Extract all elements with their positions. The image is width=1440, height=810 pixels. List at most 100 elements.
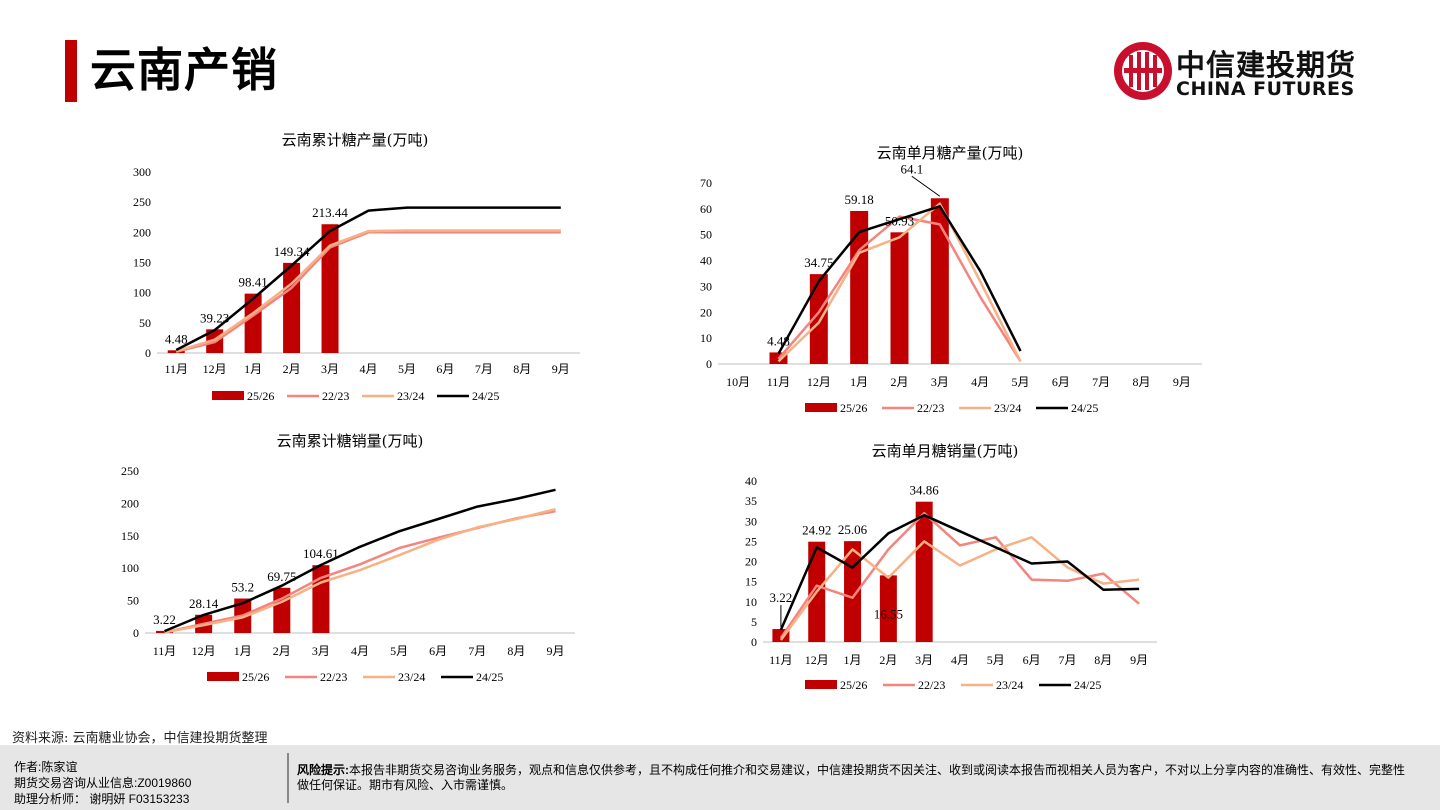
y-tick-label: 150	[121, 529, 139, 543]
bar-value-label: 53.2	[231, 580, 254, 595]
bar-value-label: 25.06	[838, 522, 868, 537]
x-tick-label: 1月	[850, 375, 868, 389]
x-tick-label: 6月	[429, 644, 447, 658]
x-tick-label: 1月	[234, 644, 252, 658]
y-tick-label: 25	[745, 534, 757, 548]
chart-svg: 云南单月糖销量(万吨) 0 5 10 15 20 25 30 35 40 11月 12月 1月 2月 3月 4…	[745, 442, 1157, 692]
x-tick-label: 7月	[1058, 653, 1076, 667]
bar-value-label: 213.44	[312, 205, 348, 220]
x-tick-label: 9月	[1173, 375, 1191, 389]
x-tick-label: 4月	[951, 653, 969, 667]
x-tick-label: 2月	[273, 644, 291, 658]
x-tick-label: 10月	[726, 375, 750, 389]
y-tick-label: 70	[700, 176, 712, 190]
x-tick-label: 8月	[507, 644, 525, 658]
legend-swatch	[805, 403, 837, 412]
bar	[850, 210, 869, 364]
x-tick-label: 3月	[915, 653, 933, 667]
chart-monthly-sales: 云南单月糖销量(万吨) 0 5 10 15 20 25 30 35 40 11月 12月 1月 2月 3月 4…	[720, 438, 1170, 700]
y-tick-label: 0	[133, 626, 139, 640]
legend-label: 24/25	[476, 670, 503, 684]
x-tick-label: 1月	[244, 362, 262, 376]
x-tick-label: 2月	[283, 362, 301, 376]
chart-svg: 云南累计糖销量(万吨) 0 50 100 150 200 250 11月 12月 1月 2月 3月 4月…	[121, 432, 575, 684]
x-tick-label: 9月	[1130, 653, 1148, 667]
y-tick-label: 50	[139, 316, 151, 330]
x-tick-label: 4月	[351, 644, 369, 658]
y-tick-label: 200	[121, 496, 139, 510]
chart-cumulative-sales: 云南累计糖销量(万吨) 0 50 100 150 200 250 11月 12月 1月 2月 3月 4月…	[115, 428, 585, 693]
y-tick-label: 35	[745, 494, 757, 508]
x-tick-label: 12月	[192, 644, 216, 658]
bar	[930, 198, 949, 364]
x-tick-label: 11月	[767, 375, 791, 389]
logo: 中信建投期货 CHINA FUTURES	[1112, 40, 1412, 102]
legend-label: 24/25	[1074, 678, 1101, 692]
bar-value-label: 24.92	[802, 523, 831, 538]
legend-label: 23/24	[397, 389, 424, 403]
y-tick-label: 10	[745, 595, 757, 609]
y-tick-label: 40	[745, 474, 757, 488]
bar-value-label: 28.14	[189, 596, 219, 611]
x-tick-label: 12月	[203, 362, 227, 376]
series-line	[164, 507, 556, 634]
legend-label: 25/26	[247, 389, 274, 403]
legend-label: 22/23	[322, 389, 349, 403]
x-tick-label: 6月	[1052, 375, 1070, 389]
bar	[809, 274, 828, 364]
x-tick-label: 2月	[890, 375, 908, 389]
x-tick-label: 6月	[436, 362, 454, 376]
x-tick-label: 9月	[546, 644, 564, 658]
source-note: 资料来源: 云南糖业协会，中信建投期货整理	[12, 731, 268, 746]
x-tick-label: 1月	[844, 653, 862, 667]
footer-divider	[287, 753, 289, 803]
risk-label: 风险提示:	[297, 763, 349, 777]
footer: 作者:陈家谊 期货交易咨询从业信息:Z0019860 助理分析师： 谢明妍 F0…	[0, 745, 1440, 810]
y-tick-label: 5	[751, 615, 757, 629]
x-tick-label: 3月	[931, 375, 949, 389]
bar-value-label: 3.22	[770, 590, 793, 605]
series-line	[779, 536, 1140, 641]
legend-swatch	[212, 391, 244, 400]
bar-value-label: 34.75	[804, 255, 833, 270]
x-tick-label: 8月	[1132, 375, 1150, 389]
y-tick-label: 30	[745, 514, 757, 528]
x-tick-label: 11月	[769, 653, 793, 667]
legend-label: 24/25	[472, 389, 499, 403]
y-tick-label: 40	[700, 254, 712, 268]
x-tick-label: 11月	[153, 644, 177, 658]
author: 作者:陈家谊	[14, 760, 78, 774]
y-tick-label: 0	[706, 357, 712, 371]
x-tick-label: 5月	[390, 644, 408, 658]
x-tick-label: 4月	[359, 362, 377, 376]
x-tick-label: 5月	[1011, 375, 1029, 389]
bar-value-label: 50.93	[885, 213, 914, 228]
x-tick-label: 3月	[312, 644, 330, 658]
chart-title: 云南累计糖产量(万吨)	[282, 131, 429, 149]
bar-value-label: 16.55	[874, 606, 903, 621]
author-info: 作者:陈家谊 期货交易咨询从业信息:Z0019860 助理分析师： 谢明妍 F0…	[14, 759, 191, 807]
x-tick-label: 5月	[987, 653, 1005, 667]
legend-label: 25/26	[840, 401, 867, 415]
x-tick-label: 11月	[164, 362, 188, 376]
legend-label: 22/23	[918, 678, 945, 692]
bar-value-label: 149.34	[274, 244, 310, 259]
bar	[915, 501, 933, 642]
chart-title: 云南单月糖产量(万吨)	[877, 144, 1024, 162]
legend-label: 23/24	[996, 678, 1023, 692]
bar	[879, 575, 897, 642]
x-tick-label: 5月	[398, 362, 416, 376]
bar	[321, 224, 339, 353]
legend-label: 25/26	[840, 678, 867, 692]
x-tick-label: 3月	[321, 362, 339, 376]
chart-title: 云南单月糖销量(万吨)	[872, 442, 1019, 460]
y-tick-label: 0	[145, 346, 151, 360]
y-tick-label: 0	[751, 635, 757, 649]
legend-label: 24/25	[1071, 401, 1098, 415]
chart-svg: 云南累计糖产量(万吨) 0 50 100 150 200 250 300 11月 12月 1月 2月 3…	[133, 131, 580, 403]
y-tick-label: 60	[700, 202, 712, 216]
y-tick-label: 250	[133, 195, 151, 209]
y-tick-label: 200	[133, 225, 151, 239]
y-tick-label: 50	[700, 228, 712, 242]
risk-text: 本报告非期货交易咨询业务服务，观点和信息仅供参考，且不构成任何推介和交易建议，中…	[297, 763, 1406, 792]
